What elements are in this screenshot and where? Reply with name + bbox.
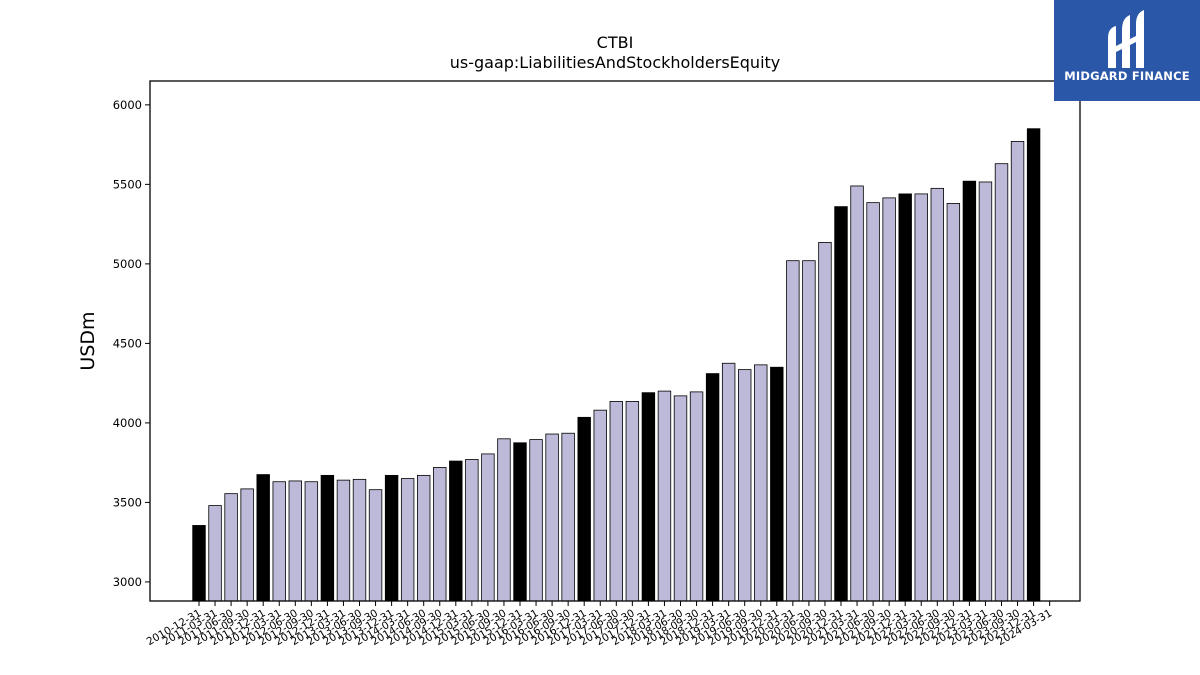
bar-2017-03-31 bbox=[593, 409, 607, 602]
bar-2011-09-30 bbox=[240, 488, 254, 602]
bar-2017-06-30 bbox=[609, 401, 624, 602]
bar-2021-09-30 bbox=[882, 197, 896, 602]
bar-2012-09-30 bbox=[304, 481, 319, 602]
bar-2018-09-30 bbox=[689, 391, 704, 602]
bar-2022-03-31 bbox=[914, 193, 928, 602]
chart-subtitle: us-gaap:LiabilitiesAndStockholdersEquity bbox=[450, 53, 781, 72]
bar-2016-12-31 bbox=[577, 416, 591, 602]
bar-2014-09-30 bbox=[433, 467, 447, 602]
y-tick-label: 3000 bbox=[113, 575, 142, 589]
bar-2019-12-31 bbox=[770, 366, 784, 602]
bar-2010-12-31 bbox=[192, 525, 206, 602]
bar-2014-03-31 bbox=[400, 478, 415, 602]
bar-2015-12-31 bbox=[513, 442, 527, 602]
bar-2021-06-30 bbox=[866, 202, 880, 602]
bar-2015-09-30 bbox=[497, 438, 511, 602]
bar-2023-03-31 bbox=[978, 181, 993, 602]
bar-2015-03-31 bbox=[465, 459, 479, 602]
bar-2020-12-31 bbox=[834, 206, 848, 602]
bar-2020-06-30 bbox=[802, 260, 816, 602]
bar-2012-12-31 bbox=[320, 474, 335, 602]
bar-2018-06-30 bbox=[673, 395, 688, 602]
y-tick-label: 5500 bbox=[113, 177, 142, 191]
bar-2019-09-30 bbox=[754, 364, 768, 602]
bar-2011-06-30 bbox=[224, 493, 238, 602]
bar-2021-12-31 bbox=[898, 193, 912, 602]
midgard-finance-logo: MIDGARD FINANCE bbox=[1054, 0, 1200, 101]
bar-2013-09-30 bbox=[368, 489, 383, 602]
bar-2016-09-30 bbox=[561, 432, 575, 602]
bar-2013-06-30 bbox=[352, 478, 367, 602]
bar-2011-03-31 bbox=[208, 505, 222, 602]
bar-2023-12-31 bbox=[1026, 128, 1041, 602]
y-axis: 3000 3500 4000 4500 5000 5500 6000 bbox=[113, 98, 150, 589]
bar-2023-06-30 bbox=[994, 163, 1009, 602]
plot-frame bbox=[149, 80, 1081, 602]
bar-2013-12-31 bbox=[384, 474, 399, 602]
bar-2013-03-31 bbox=[336, 479, 351, 602]
bar-2022-06-30 bbox=[930, 187, 945, 602]
bar-2020-03-31 bbox=[786, 260, 800, 602]
y-tick-label: 4500 bbox=[113, 336, 142, 350]
bar-2015-06-30 bbox=[481, 453, 495, 602]
bar-2017-09-30 bbox=[625, 401, 640, 602]
bar-2012-06-30 bbox=[288, 480, 303, 602]
bar-2019-06-30 bbox=[738, 369, 752, 602]
bar-2023-09-30 bbox=[1010, 141, 1025, 602]
bar-2021-03-31 bbox=[850, 185, 864, 602]
bar-2017-12-31 bbox=[641, 392, 656, 602]
y-tick-label: 5000 bbox=[113, 257, 142, 271]
y-tick-label: 6000 bbox=[113, 98, 142, 112]
x-axis: 2010-12-312011-03-312011-06-302011-09-30… bbox=[145, 601, 1054, 648]
bar-2019-03-31 bbox=[721, 362, 736, 602]
bar-2014-12-31 bbox=[449, 460, 463, 602]
bar-2012-03-31 bbox=[272, 481, 286, 602]
bar-2022-09-30 bbox=[946, 203, 961, 602]
y-tick-label: 3500 bbox=[113, 495, 142, 509]
chart-title: CTBI bbox=[597, 33, 634, 52]
bar-2020-09-30 bbox=[818, 242, 832, 602]
bars-group bbox=[192, 128, 1041, 602]
bar-2014-06-30 bbox=[416, 474, 431, 602]
bar-2022-12-31 bbox=[962, 180, 977, 602]
y-axis-label: USDm bbox=[77, 311, 99, 370]
bar-2018-12-31 bbox=[705, 373, 720, 602]
bar-2011-12-31 bbox=[256, 474, 270, 602]
bar-2016-06-30 bbox=[545, 433, 559, 602]
bar-2016-03-31 bbox=[529, 439, 543, 602]
bar-2018-03-31 bbox=[657, 390, 672, 602]
y-tick-label: 4000 bbox=[113, 416, 142, 430]
logo-text: MIDGARD FINANCE bbox=[1064, 69, 1190, 83]
midgard-logo-icon bbox=[1108, 10, 1144, 68]
